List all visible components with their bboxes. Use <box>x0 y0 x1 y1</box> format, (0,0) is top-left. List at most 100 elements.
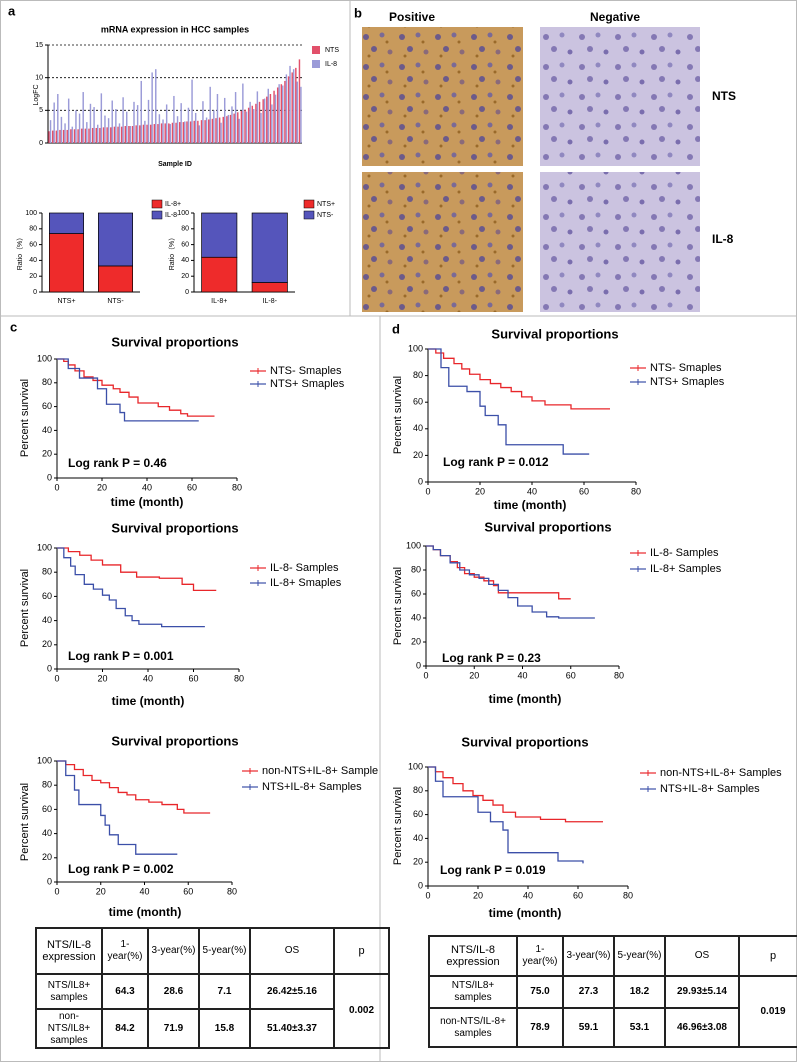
bar-segment <box>251 212 288 283</box>
x-tick-label: 40 <box>143 673 153 683</box>
panel-label: d <box>392 321 400 336</box>
bar <box>204 120 206 143</box>
legend-label: IL-8 <box>325 61 337 68</box>
x-tick-label: 20 <box>96 886 106 896</box>
bar <box>218 117 221 143</box>
bar <box>237 112 239 143</box>
bar <box>115 109 117 143</box>
survival-curve <box>57 760 211 814</box>
bar <box>289 65 291 143</box>
survival-curve <box>57 547 217 591</box>
bar-segment <box>48 233 84 293</box>
bar <box>223 97 226 143</box>
table-cell: 84.2 <box>101 1008 149 1049</box>
bar <box>267 88 269 143</box>
legend-swatch <box>312 46 320 54</box>
bar <box>234 92 237 143</box>
y-tick-label: 100 <box>37 755 52 765</box>
legend-swatch <box>151 210 163 220</box>
bar <box>282 85 284 143</box>
y-tick-label: 10 <box>35 75 43 82</box>
legend-swatch <box>303 199 315 209</box>
x-axis-label: Sample ID <box>158 161 192 168</box>
table-cell: 59.1 <box>562 1007 615 1048</box>
legend-label: IL-8- Samples <box>270 562 339 574</box>
table-cell: NTS/IL-8 expression <box>428 935 518 977</box>
bar <box>122 97 124 143</box>
y-tick-label: 60 <box>42 401 52 411</box>
y-tick-label: 100 <box>37 353 52 363</box>
bar <box>292 69 295 143</box>
y-tick-label: 100 <box>408 343 423 353</box>
y-tick-label: 0 <box>418 476 423 486</box>
bar <box>164 123 166 143</box>
table-cell: 0.002 <box>333 973 390 1049</box>
table-cell: 5-year(%) <box>198 927 251 975</box>
bar <box>263 98 266 143</box>
table-cell: 5-year(%) <box>613 935 666 977</box>
bar <box>55 130 58 143</box>
bar <box>240 110 243 143</box>
bar <box>258 101 261 143</box>
x-tick-label: 0 <box>425 486 430 496</box>
legend-label: IL-8- <box>165 212 180 219</box>
bar <box>158 114 161 143</box>
bar-segment <box>97 265 133 293</box>
y-tick-label: 0 <box>47 472 52 482</box>
bar <box>242 83 244 143</box>
y-tick-label: 60 <box>42 804 52 814</box>
bar <box>211 118 214 143</box>
survival-curve <box>428 766 584 864</box>
bar <box>153 124 156 143</box>
bar <box>118 123 121 143</box>
bar <box>53 102 55 143</box>
bar <box>100 93 103 143</box>
bar <box>296 81 299 143</box>
bar <box>66 129 68 143</box>
bar <box>142 124 145 143</box>
legend-label: non-NTS+IL-8+ Sample <box>262 765 378 777</box>
bar <box>186 121 188 143</box>
bar-segment <box>48 212 84 234</box>
y-axis-label: Ratio（%） <box>168 234 176 271</box>
bar <box>175 122 177 143</box>
table-cell: p <box>333 927 390 975</box>
bar <box>202 101 204 143</box>
chart-title: Survival proportions <box>484 519 611 534</box>
bar <box>215 118 217 143</box>
bar <box>198 125 201 143</box>
bar <box>89 103 92 143</box>
x-tick-label: 60 <box>579 486 589 496</box>
x-tick-label: 60 <box>566 670 576 680</box>
x-tick-label: 40 <box>142 482 152 492</box>
bar <box>189 121 192 143</box>
bar <box>229 114 232 143</box>
x-axis-label: time (month) <box>489 906 562 920</box>
x-axis-label: time (month) <box>494 498 567 512</box>
y-tick-label: 0 <box>39 140 43 147</box>
bar <box>107 118 110 143</box>
bar <box>169 124 172 143</box>
y-tick-label: 80 <box>411 564 421 574</box>
legend-label: NTS+ Smaples <box>270 378 345 390</box>
bar <box>113 126 116 143</box>
y-tick-label: 20 <box>413 857 423 867</box>
bar <box>129 126 132 143</box>
bar <box>173 95 175 143</box>
bar <box>178 122 181 143</box>
x-tick-label: 0 <box>54 886 59 896</box>
annotation: Log rank P = 0.019 <box>440 863 546 877</box>
x-tick-label: 60 <box>188 673 198 683</box>
bar <box>273 90 275 143</box>
y-tick-label: 80 <box>413 785 423 795</box>
y-tick-label: 40 <box>411 612 421 622</box>
bar <box>220 122 222 143</box>
bar <box>59 129 61 143</box>
x-tick-label: 80 <box>614 670 624 680</box>
bar <box>96 124 99 143</box>
y-axis-label: Ratio（%） <box>16 234 24 271</box>
y-tick-label: 20 <box>29 273 37 280</box>
legend-swatch <box>312 60 320 68</box>
bar <box>187 107 190 143</box>
bar <box>126 111 128 143</box>
